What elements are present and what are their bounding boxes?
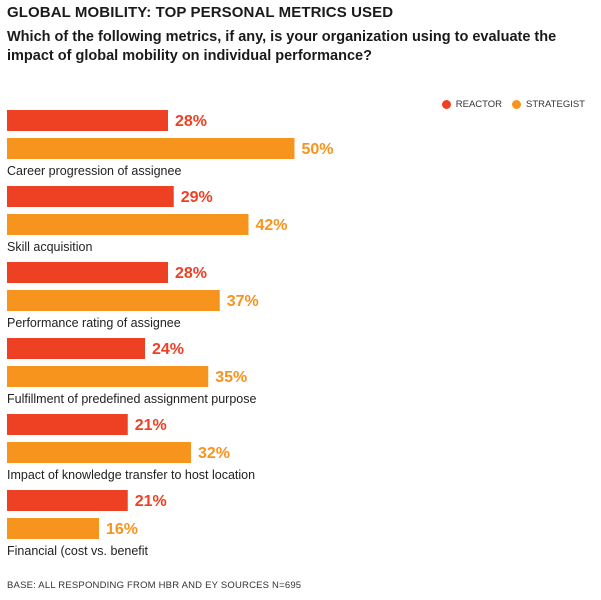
bar-reactor-2	[7, 262, 168, 283]
legend-swatch-reactor	[441, 100, 451, 109]
category-label-3: Fulfillment of predefined assignment pur…	[7, 392, 256, 406]
category-label-1: Skill acquisition	[7, 240, 93, 254]
data-label-strategist-5: 16%	[106, 521, 138, 538]
data-label-reactor-0: 28%	[175, 113, 207, 130]
footnote: BASE: ALL RESPONDING FROM HBR AND EY SOU…	[7, 580, 302, 591]
category-label-0: Career progression of assignee	[7, 164, 181, 178]
legend: REACTOR STRATEGIST	[432, 99, 585, 110]
bar-reactor-3	[7, 338, 145, 359]
bar-strategist-5	[7, 518, 99, 539]
legend-swatch-strategist	[512, 100, 522, 109]
legend-label-reactor: REACTOR	[455, 99, 503, 110]
bar-reactor-5	[7, 490, 128, 511]
bar-strategist-1	[7, 214, 249, 235]
bar-strategist-3	[7, 366, 209, 387]
data-label-strategist-4: 32%	[198, 445, 230, 462]
chart-subtitle: Which of the following metrics, if any, …	[7, 29, 557, 64]
category-label-2: Performance rating of assignee	[7, 316, 181, 330]
data-label-reactor-4: 21%	[135, 417, 167, 434]
category-label-5: Financial (cost vs. benefit	[7, 544, 149, 558]
bar-reactor-0	[7, 110, 168, 131]
data-label-reactor-1: 29%	[181, 189, 213, 206]
data-label-reactor-3: 24%	[152, 341, 184, 358]
data-label-reactor-2: 28%	[175, 265, 207, 282]
legend-label-strategist: STRATEGIST	[526, 99, 585, 110]
data-label-strategist-3: 35%	[215, 369, 247, 386]
bar-reactor-4	[7, 414, 128, 435]
data-label-reactor-5: 21%	[135, 493, 167, 510]
data-label-strategist-0: 50%	[302, 141, 334, 158]
legend-item-reactor: REACTOR	[441, 99, 503, 110]
bar-strategist-0	[7, 138, 295, 159]
bar-reactor-1	[7, 186, 174, 207]
chart-title: GLOBAL MOBILITY: TOP PERSONAL METRICS US…	[7, 4, 394, 21]
legend-item-strategist: STRATEGIST	[512, 99, 585, 110]
bar-strategist-4	[7, 442, 191, 463]
data-label-strategist-1: 42%	[256, 217, 288, 234]
data-label-strategist-2: 37%	[227, 293, 259, 310]
bar-strategist-2	[7, 290, 220, 311]
category-label-4: Impact of knowledge transfer to host loc…	[7, 468, 255, 482]
